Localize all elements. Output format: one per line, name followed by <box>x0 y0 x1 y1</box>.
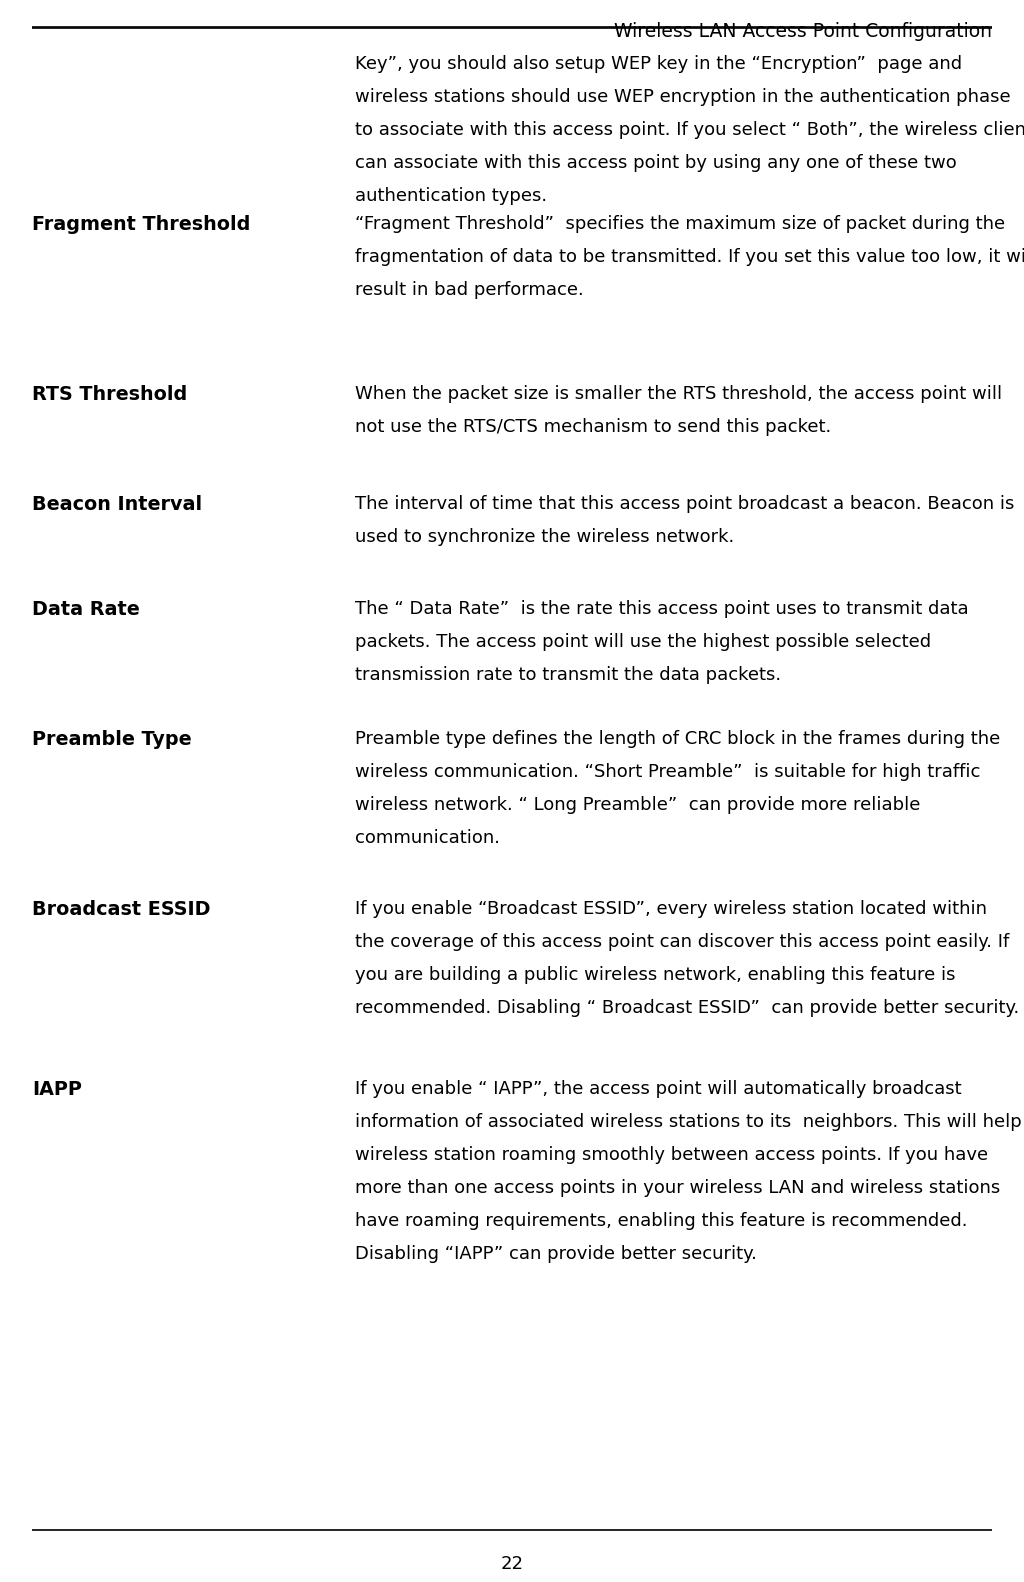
Text: used to synchronize the wireless network.: used to synchronize the wireless network… <box>355 528 734 546</box>
Text: “Fragment Threshold”  specifies the maximum size of packet during the: “Fragment Threshold” specifies the maxim… <box>355 215 1006 233</box>
Text: Beacon Interval: Beacon Interval <box>32 495 202 514</box>
Text: Wireless LAN Access Point Configuration: Wireless LAN Access Point Configuration <box>614 22 992 41</box>
Text: transmission rate to transmit the data packets.: transmission rate to transmit the data p… <box>355 666 781 683</box>
Text: wireless communication. “Short Preamble”  is suitable for high traffic: wireless communication. “Short Preamble”… <box>355 763 980 782</box>
Text: can associate with this access point by using any one of these two: can associate with this access point by … <box>355 153 956 172</box>
Text: packets. The access point will use the highest possible selected: packets. The access point will use the h… <box>355 633 931 652</box>
Text: IAPP: IAPP <box>32 1081 82 1099</box>
Text: When the packet size is smaller the RTS threshold, the access point will: When the packet size is smaller the RTS … <box>355 384 1002 403</box>
Text: fragmentation of data to be transmitted. If you set this value too low, it will: fragmentation of data to be transmitted.… <box>355 248 1024 266</box>
Text: have roaming requirements, enabling this feature is recommended.: have roaming requirements, enabling this… <box>355 1212 968 1229</box>
Text: Disabling “IAPP” can provide better security.: Disabling “IAPP” can provide better secu… <box>355 1245 757 1262</box>
Text: 22: 22 <box>501 1555 523 1573</box>
Text: The “ Data Rate”  is the rate this access point uses to transmit data: The “ Data Rate” is the rate this access… <box>355 600 969 619</box>
Text: not use the RTS/CTS mechanism to send this packet.: not use the RTS/CTS mechanism to send th… <box>355 418 831 437</box>
Text: Preamble Type: Preamble Type <box>32 729 191 748</box>
Text: Preamble type defines the length of CRC block in the frames during the: Preamble type defines the length of CRC … <box>355 729 1000 748</box>
Text: you are building a public wireless network, enabling this feature is: you are building a public wireless netwo… <box>355 967 955 984</box>
Text: information of associated wireless stations to its  neighbors. This will help: information of associated wireless stati… <box>355 1114 1022 1131</box>
Text: Data Rate: Data Rate <box>32 600 139 619</box>
Text: the coverage of this access point can discover this access point easily. If: the coverage of this access point can di… <box>355 933 1010 951</box>
Text: authentication types.: authentication types. <box>355 187 547 206</box>
Text: communication.: communication. <box>355 829 500 846</box>
Text: more than one access points in your wireless LAN and wireless stations: more than one access points in your wire… <box>355 1179 1000 1198</box>
Text: If you enable “ IAPP”, the access point will automatically broadcast: If you enable “ IAPP”, the access point … <box>355 1081 962 1098</box>
Text: RTS Threshold: RTS Threshold <box>32 384 187 403</box>
Text: recommended. Disabling “ Broadcast ESSID”  can provide better security.: recommended. Disabling “ Broadcast ESSID… <box>355 998 1019 1017</box>
Text: Broadcast ESSID: Broadcast ESSID <box>32 900 211 919</box>
Text: If you enable “Broadcast ESSID”, every wireless station located within: If you enable “Broadcast ESSID”, every w… <box>355 900 987 918</box>
Text: Key”, you should also setup WEP key in the “Encryption”  page and: Key”, you should also setup WEP key in t… <box>355 55 963 73</box>
Text: wireless stations should use WEP encryption in the authentication phase: wireless stations should use WEP encrypt… <box>355 89 1011 106</box>
Text: result in bad performace.: result in bad performace. <box>355 282 584 299</box>
Text: to associate with this access point. If you select “ Both”, the wireless client: to associate with this access point. If … <box>355 120 1024 139</box>
Text: Fragment Threshold: Fragment Threshold <box>32 215 251 234</box>
Text: wireless station roaming smoothly between access points. If you have: wireless station roaming smoothly betwee… <box>355 1145 988 1164</box>
Text: wireless network. “ Long Preamble”  can provide more reliable: wireless network. “ Long Preamble” can p… <box>355 796 921 815</box>
Text: The interval of time that this access point broadcast a beacon. Beacon is: The interval of time that this access po… <box>355 495 1015 513</box>
